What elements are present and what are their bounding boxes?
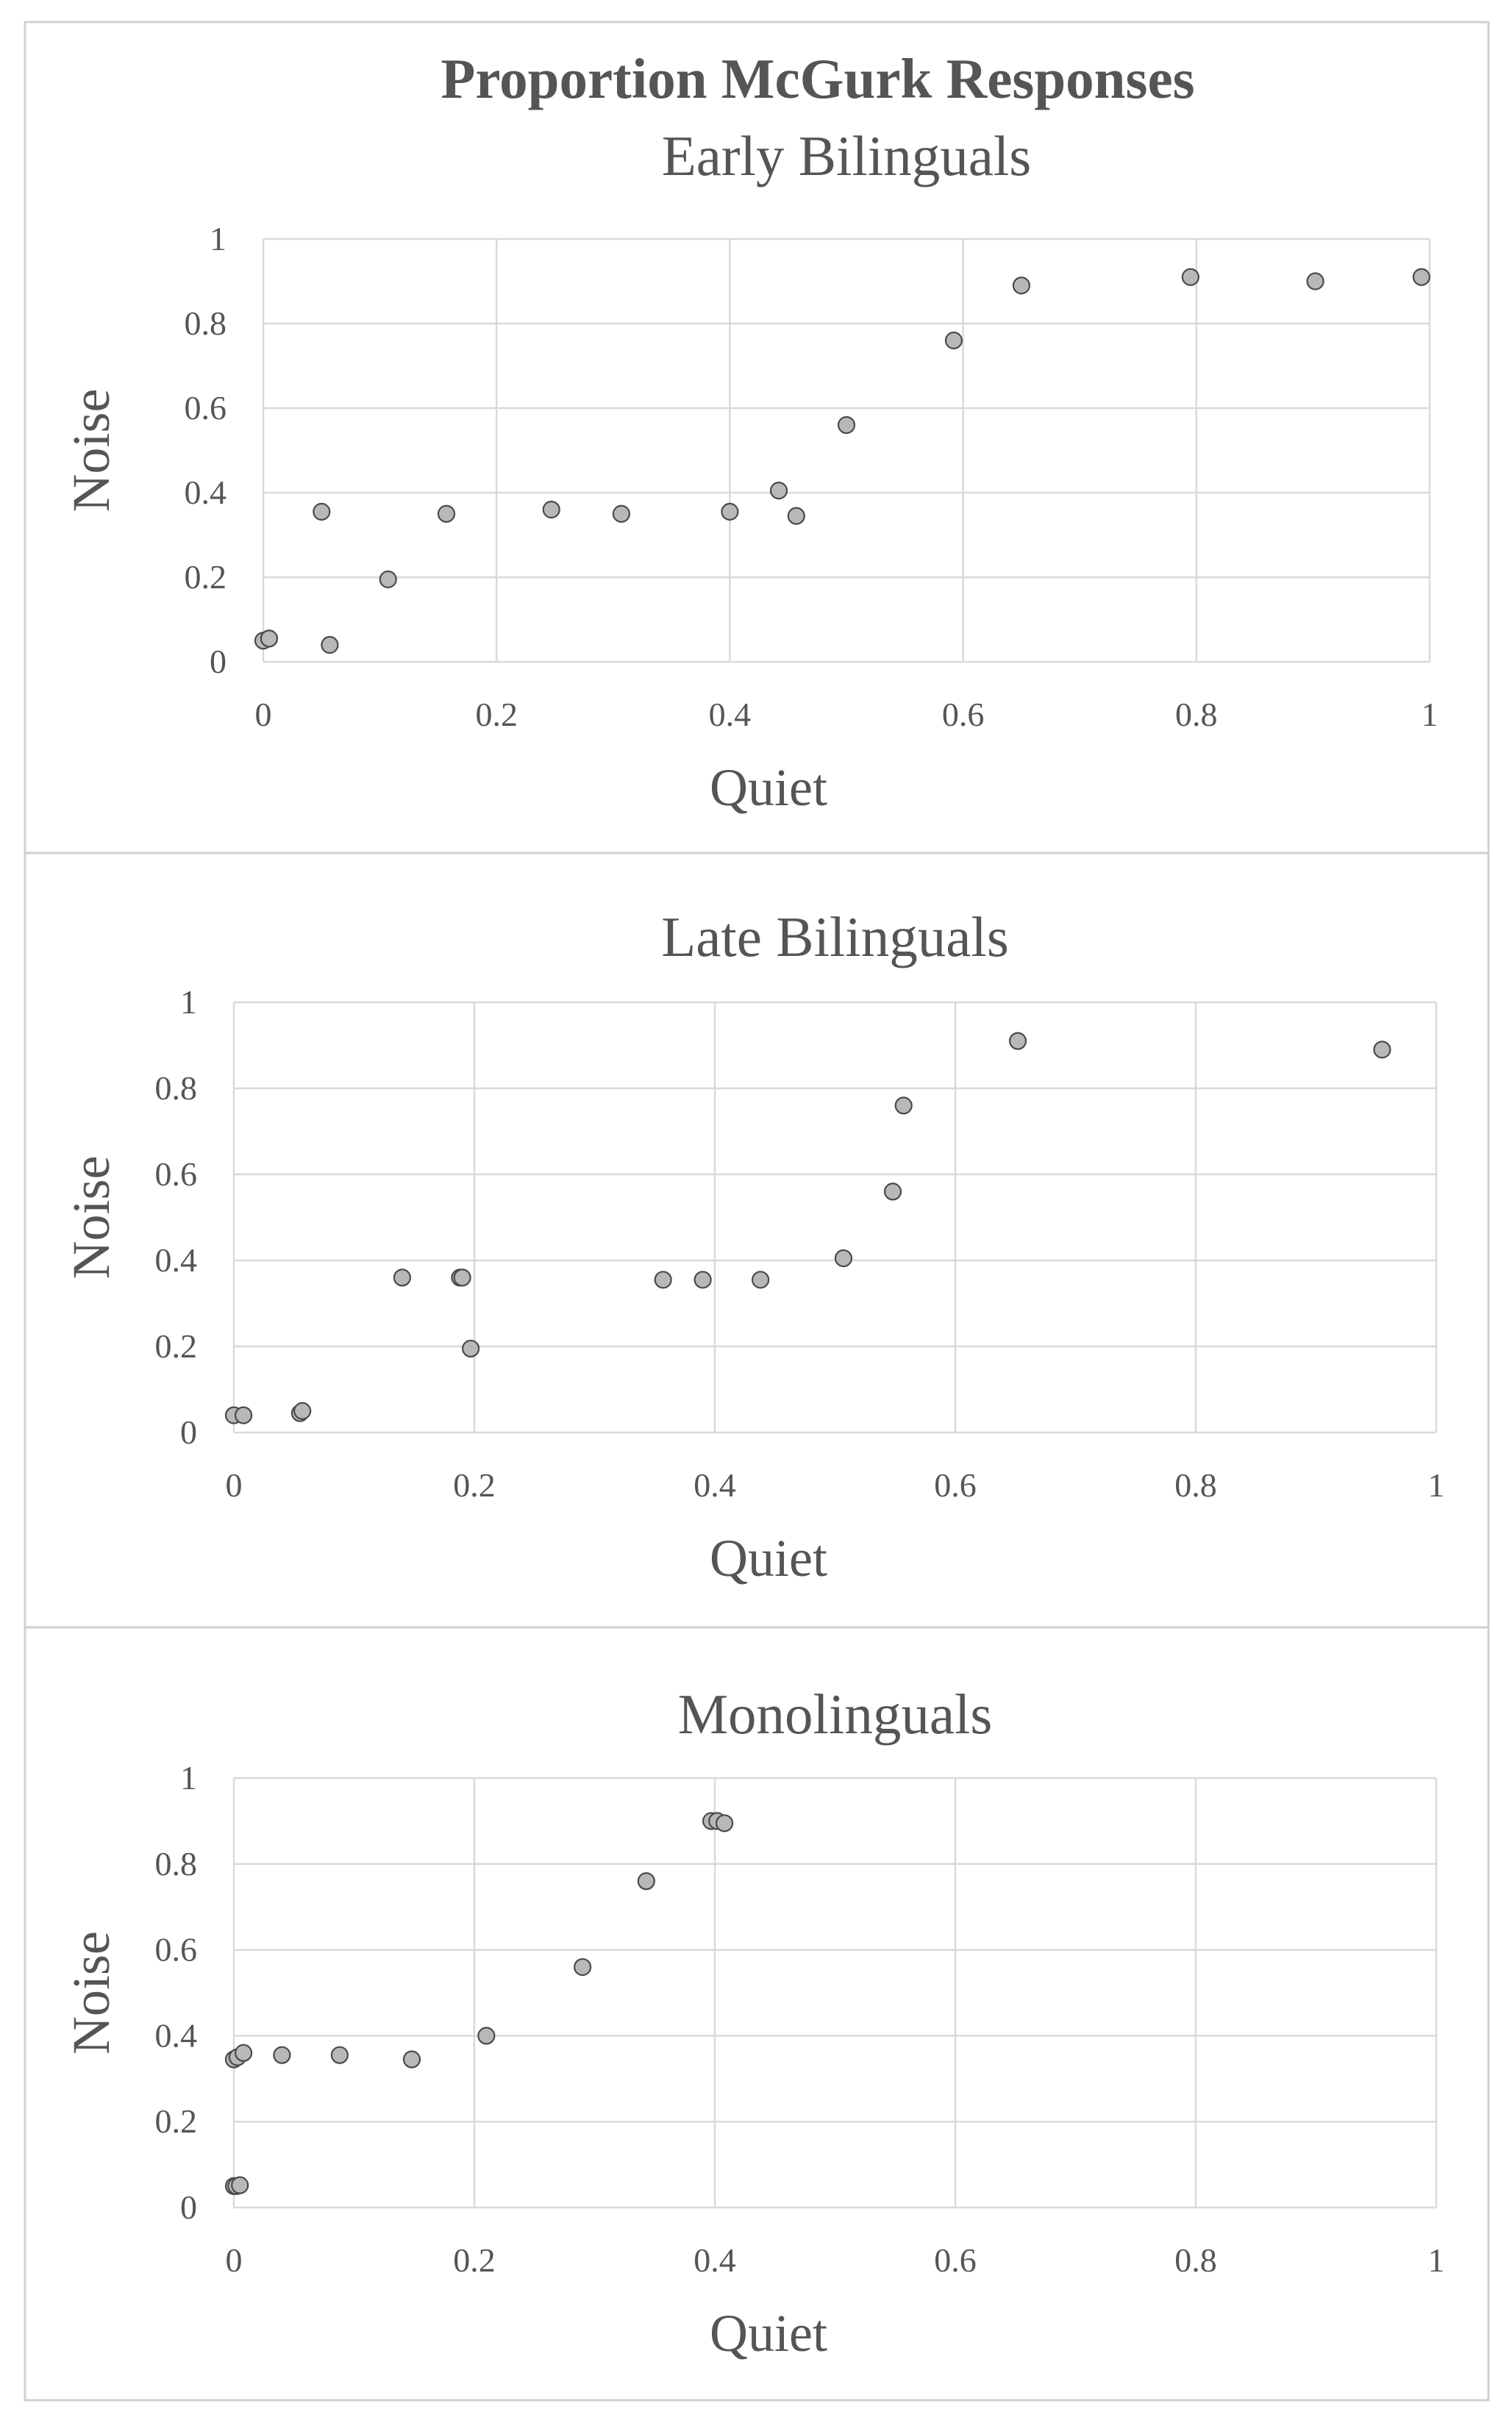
- y-tick-label: 0.6: [155, 1931, 198, 1969]
- data-point: [837, 415, 856, 435]
- data-point: [654, 1271, 672, 1289]
- data-point: [234, 1406, 253, 1424]
- panel-late-bilinguals: Late Bilinguals 0 0.2 0.4 0.6 0.8 1 0 0.2 0.4 0.6 0…: [62, 905, 1445, 1588]
- x-tick-label: 0.4: [693, 1466, 736, 1504]
- data-point: [894, 1096, 913, 1115]
- x-tick-label: 0.2: [453, 2241, 496, 2279]
- data-point: [293, 1402, 312, 1420]
- y-tick-label: 0.2: [155, 1327, 198, 1365]
- chart-title: Monolinguals: [678, 1682, 993, 1746]
- y-tick-label: 0.6: [185, 389, 227, 427]
- data-point: [273, 2046, 291, 2064]
- x-tick-label: 0.8: [1174, 1466, 1217, 1504]
- y-tick-label: 0: [180, 1413, 197, 1451]
- y-tick-label: 1: [210, 220, 227, 257]
- data-point: [321, 635, 339, 654]
- chart-title: Early Bilinguals: [662, 124, 1032, 188]
- y-tick-label: 0.2: [185, 558, 227, 596]
- data-point: [637, 1872, 655, 1891]
- y-tick-label: 0.2: [155, 2102, 198, 2140]
- x-tick-label: 0: [226, 1466, 243, 1504]
- y-tick-label: 0: [210, 643, 227, 680]
- data-point: [402, 2050, 421, 2069]
- data-point: [721, 502, 739, 521]
- data-point: [260, 629, 279, 648]
- data-point: [393, 1268, 412, 1287]
- data-point: [313, 502, 331, 521]
- y-tick-label: 0.4: [185, 474, 227, 511]
- main-title: Proportion McGurk Responses: [441, 47, 1194, 110]
- data-point: [453, 1268, 471, 1287]
- x-tick-label: 0.8: [1174, 2241, 1217, 2279]
- data-point: [769, 482, 788, 500]
- data-point: [1412, 268, 1430, 286]
- y-tick-label: 0: [180, 2188, 197, 2226]
- y-tick-label: 0.4: [155, 1241, 198, 1279]
- x-tick-label: 0: [255, 696, 272, 733]
- y-axis-label: Noise: [62, 389, 121, 513]
- y-axis-label: Noise: [62, 1156, 121, 1280]
- x-tick-label: 0.6: [934, 1466, 977, 1504]
- x-tick-label: 0.4: [693, 2241, 736, 2279]
- x-tick-label: 1: [1428, 1466, 1445, 1504]
- data-point: [693, 1271, 712, 1289]
- x-tick-label: 0.4: [709, 696, 752, 733]
- data-point: [1008, 1032, 1027, 1050]
- panel-monolinguals: Monolinguals 0 0.2 0.4 0.6 0.8 1 0 0.2 0.4 0.6 0.8 1…: [62, 1682, 1445, 2363]
- figure-frame: [24, 21, 1490, 2402]
- data-point: [1012, 276, 1031, 295]
- data-point: [944, 331, 963, 350]
- data-point: [834, 1249, 853, 1268]
- data-point: [379, 570, 397, 588]
- y-axis-label: Noise: [62, 1931, 121, 2055]
- y-tick-label: 0.8: [185, 304, 227, 342]
- data-point: [883, 1182, 902, 1201]
- y-tick-label: 0.6: [155, 1155, 198, 1193]
- data-point: [1373, 1041, 1391, 1059]
- data-point: [234, 2044, 253, 2062]
- data-point: [574, 1958, 592, 1977]
- x-tick-label: 0.2: [475, 696, 518, 733]
- x-tick-label: 0.6: [934, 2241, 977, 2279]
- x-axis-label: Quiet: [710, 758, 827, 817]
- x-tick-label: 1: [1428, 2241, 1445, 2279]
- y-tick-label: 0.8: [155, 1845, 198, 1883]
- x-axis-label: Quiet: [710, 2304, 827, 2363]
- data-point: [752, 1271, 770, 1289]
- data-point: [1181, 268, 1199, 286]
- data-point: [330, 2046, 349, 2064]
- panel-early-bilinguals: Early Bilinguals 0 0.2 0.4 0.6 0.8 1 0 0.2 0.4 0.6…: [62, 124, 1438, 817]
- data-point: [612, 504, 631, 523]
- chart-title: Late Bilinguals: [661, 905, 1009, 968]
- data-point: [461, 1339, 480, 1358]
- data-point: [477, 2027, 496, 2045]
- x-axis-label: Quiet: [710, 1529, 827, 1588]
- data-point: [1306, 272, 1324, 290]
- data-point: [542, 500, 560, 519]
- y-tick-label: 0.8: [155, 1069, 198, 1107]
- x-tick-label: 0: [226, 2241, 243, 2279]
- y-tick-label: 1: [180, 1759, 197, 1796]
- data-point: [231, 2176, 249, 2194]
- x-tick-label: 0.6: [942, 696, 985, 733]
- data-point: [437, 504, 456, 523]
- data-point: [787, 507, 805, 525]
- x-tick-label: 0.8: [1175, 696, 1218, 733]
- data-point: [715, 1814, 734, 1833]
- x-tick-label: 1: [1422, 696, 1438, 733]
- y-tick-label: 0.4: [155, 2016, 198, 2054]
- y-tick-label: 1: [180, 983, 197, 1021]
- x-tick-label: 0.2: [453, 1466, 496, 1504]
